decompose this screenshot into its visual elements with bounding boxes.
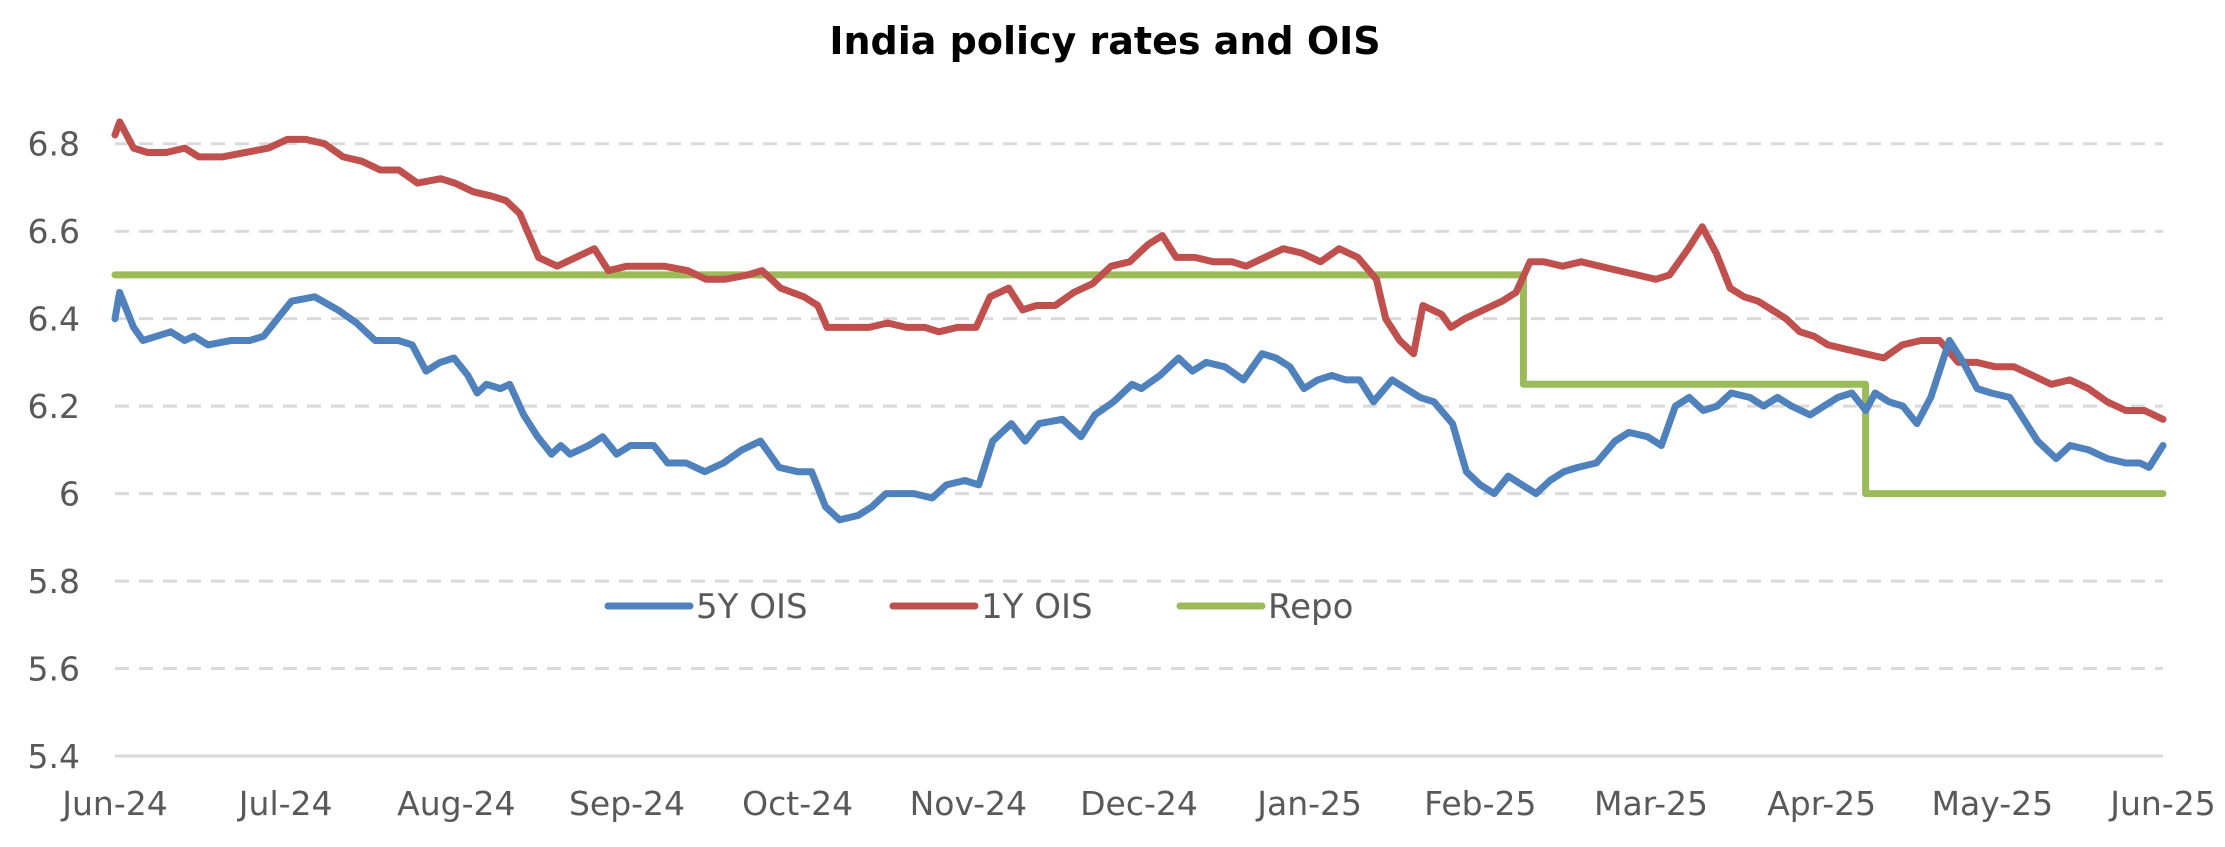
- x-tick-label: Aug-24: [397, 784, 515, 823]
- x-tick-label: Jun-24: [60, 784, 167, 823]
- x-tick-label: May-25: [1932, 784, 2054, 823]
- gridlines: [115, 142, 2163, 758]
- y-tick-label: 5.4: [28, 737, 80, 776]
- legend: 5Y OIS 1Y OIS Repo: [604, 587, 1353, 627]
- x-tick-label: Mar-25: [1594, 784, 1708, 823]
- x-tick-label: Feb-25: [1424, 784, 1536, 823]
- y-tick-label: 6.8: [28, 125, 80, 164]
- y-tick-label: 6: [59, 475, 80, 514]
- y-axis-ticks: 5.4 5.6 5.8 6 6.2 6.4 6.6 6.8: [28, 125, 80, 776]
- series-line-5y-ois: [111, 288, 2167, 524]
- series-line-1y-ois: [111, 118, 2167, 423]
- series-line-repo: [111, 271, 2167, 498]
- x-axis-ticks: Jun-24 Jul-24 Aug-24 Sep-24 Oct-24 Nov-24 Dec-…: [60, 784, 2215, 823]
- y-tick-label: 5.6: [28, 650, 80, 689]
- y-tick-label: 6.2: [28, 387, 80, 426]
- chart-title: India policy rates and OIS: [829, 19, 1380, 63]
- legend-label: Repo: [1268, 587, 1353, 627]
- x-tick-label: Nov-24: [910, 784, 1027, 823]
- x-tick-label: Jan-25: [1255, 784, 1362, 823]
- series-lines: [111, 118, 2167, 524]
- legend-label: 1Y OIS: [981, 587, 1093, 627]
- x-tick-label: Apr-25: [1767, 784, 1876, 823]
- x-tick-label: Oct-24: [742, 784, 853, 823]
- legend-label: 5Y OIS: [696, 587, 808, 627]
- y-tick-label: 5.8: [28, 562, 80, 601]
- y-tick-label: 6.4: [28, 300, 80, 339]
- x-tick-label: Jun-25: [2108, 784, 2215, 823]
- x-tick-label: Dec-24: [1080, 784, 1198, 823]
- x-tick-label: Jul-24: [237, 784, 333, 823]
- x-tick-label: Sep-24: [569, 784, 685, 823]
- y-tick-label: 6.6: [28, 212, 80, 251]
